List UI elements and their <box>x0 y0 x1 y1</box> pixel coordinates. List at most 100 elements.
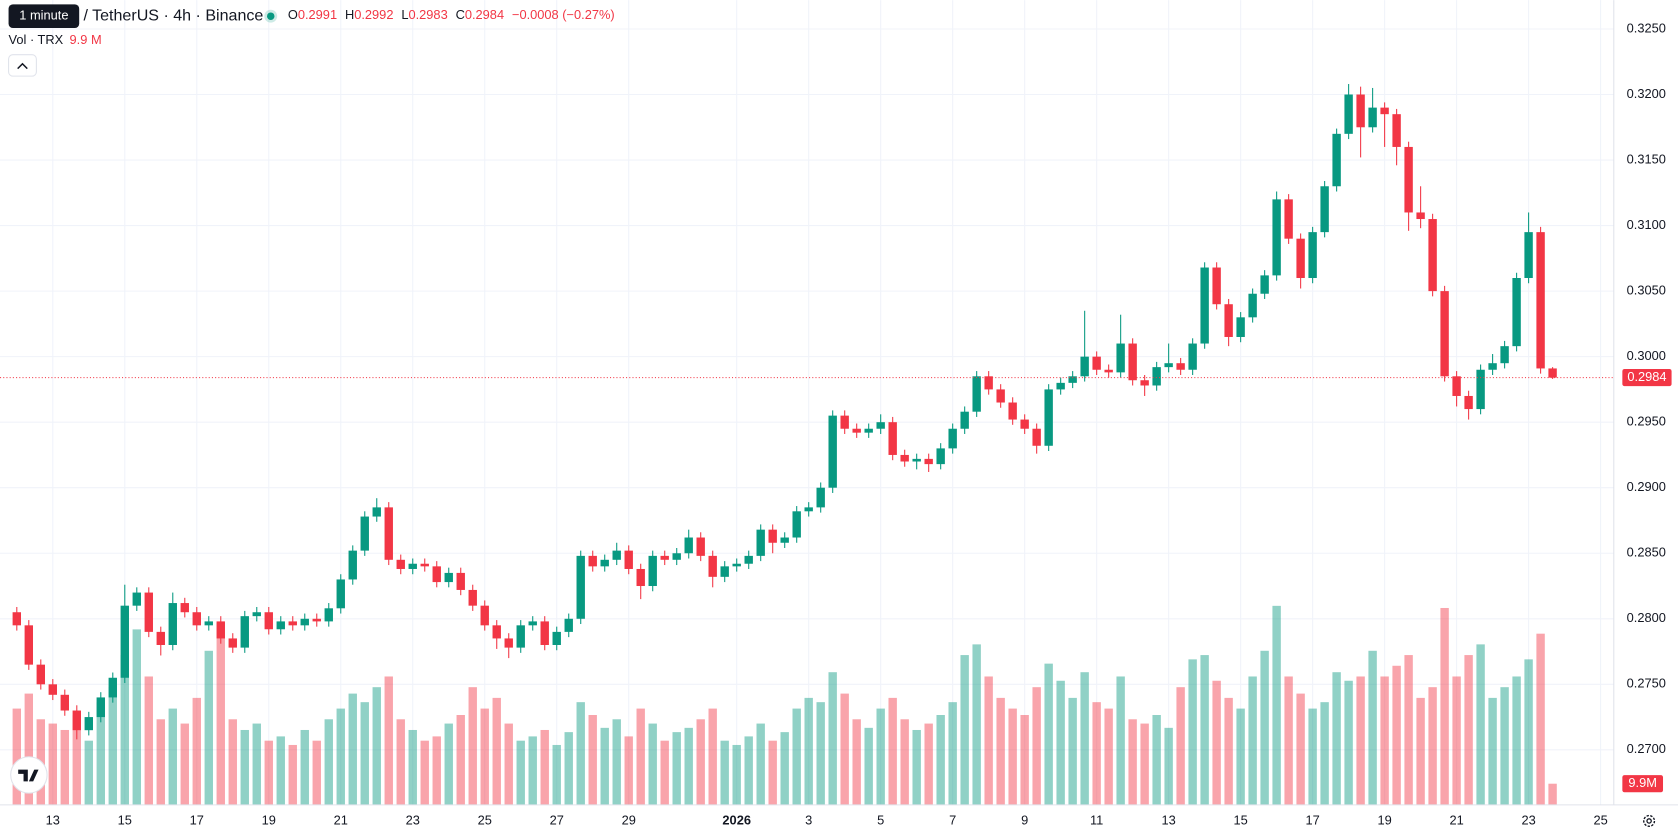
candle-body <box>96 697 105 718</box>
x-tick-label: 21 <box>1449 812 1463 827</box>
market-status[interactable] <box>267 12 275 20</box>
candle-body <box>1260 275 1269 294</box>
volume-bar <box>360 702 369 805</box>
volume-bar <box>168 708 177 805</box>
volume-bar <box>912 729 921 805</box>
volume-bar <box>996 697 1005 805</box>
volume-bar <box>276 736 285 805</box>
settings-icon[interactable] <box>1643 814 1656 827</box>
candle-body <box>912 458 921 462</box>
candle-body <box>204 621 213 626</box>
candle-body <box>1092 356 1101 370</box>
volume-bar <box>888 697 897 805</box>
candle-body <box>552 631 561 645</box>
volume-bar <box>960 655 969 805</box>
volume-bar <box>1260 650 1269 805</box>
candle-body <box>648 555 657 587</box>
logo-mark <box>18 769 39 782</box>
candle-body <box>936 448 945 465</box>
volume-bar <box>1272 605 1281 805</box>
volume-bar <box>696 719 705 805</box>
volume-bar <box>420 740 429 805</box>
volume-bar <box>456 715 465 805</box>
volume-bar <box>780 732 789 805</box>
volume-bar <box>1164 727 1173 805</box>
volume-bar <box>396 719 405 805</box>
volume-bar <box>1128 719 1137 805</box>
candle-body <box>996 389 1005 403</box>
candle-body <box>252 612 261 617</box>
volume-bar <box>840 693 849 805</box>
candle-body <box>1188 343 1197 370</box>
x-tick-label: 15 <box>118 812 132 827</box>
candle-body <box>1056 382 1065 390</box>
tv-logo[interactable] <box>10 756 48 794</box>
candle-body <box>36 664 45 685</box>
candle-body <box>300 618 309 626</box>
candle-body <box>1032 428 1041 446</box>
volume-bar <box>288 744 297 805</box>
candle-body <box>1212 267 1221 305</box>
volume-bar <box>480 708 489 805</box>
y-tick-label: 0.3200 <box>1627 86 1666 101</box>
volume-bar <box>1368 650 1377 805</box>
candle-body <box>504 638 513 648</box>
collapse-button[interactable] <box>8 54 37 77</box>
candle-body <box>1272 199 1281 276</box>
volume-bar <box>564 732 573 805</box>
candle-body <box>420 563 429 567</box>
y-tick-label: 0.2950 <box>1627 414 1666 429</box>
volume-bar <box>348 693 357 805</box>
volume-bar <box>792 708 801 805</box>
logo-badge <box>10 756 48 794</box>
volume-bar <box>1488 697 1497 805</box>
volume-bar <box>1536 633 1545 805</box>
ohlc-label: C <box>456 8 465 23</box>
candle-body <box>756 529 765 556</box>
volume-bar <box>876 708 885 805</box>
candle-body <box>1380 107 1389 115</box>
candle-body <box>804 507 813 512</box>
candle-body <box>744 555 753 564</box>
candle-body <box>684 537 693 554</box>
volume-bar <box>252 723 261 805</box>
candle-body <box>1404 146 1413 213</box>
candle-body <box>660 555 669 560</box>
candle-body <box>564 618 573 632</box>
candle-body <box>960 411 969 429</box>
volume-bar <box>756 723 765 805</box>
x-tick-label: 11 <box>1090 812 1103 827</box>
y-tick-label: 0.2800 <box>1627 610 1666 625</box>
volume-bar <box>1428 687 1437 805</box>
candle-body <box>528 621 537 626</box>
candle-body <box>396 559 405 569</box>
x-tick-label: 15 <box>1233 812 1247 827</box>
candle-body <box>12 612 21 626</box>
volume-bar <box>1380 676 1389 805</box>
volume-bar <box>1008 708 1017 805</box>
candle-body <box>948 428 957 449</box>
candle-body <box>1200 267 1209 344</box>
candle-body <box>720 566 729 577</box>
x-tick-label: 13 <box>1162 812 1176 827</box>
candle-body <box>540 621 549 645</box>
candle-body <box>732 563 741 567</box>
volume-bar <box>1452 676 1461 805</box>
y-tick-label: 0.2750 <box>1627 676 1666 691</box>
candle-body <box>348 550 357 580</box>
candle-body <box>1452 376 1461 396</box>
candle-body <box>1500 346 1509 364</box>
y-tick-label: 0.3250 <box>1627 20 1666 35</box>
candle-body <box>1416 212 1425 220</box>
candle-body <box>360 516 369 551</box>
volume-bar <box>1092 702 1101 805</box>
candle-body <box>1296 238 1305 279</box>
volume-bar <box>1176 687 1185 805</box>
candle-body <box>228 638 237 648</box>
volume-bar <box>1068 697 1077 805</box>
candle-body <box>120 605 129 678</box>
y-tick-label: 0.2700 <box>1627 741 1666 756</box>
candle-body <box>1308 232 1317 279</box>
candle-body <box>1548 368 1557 378</box>
